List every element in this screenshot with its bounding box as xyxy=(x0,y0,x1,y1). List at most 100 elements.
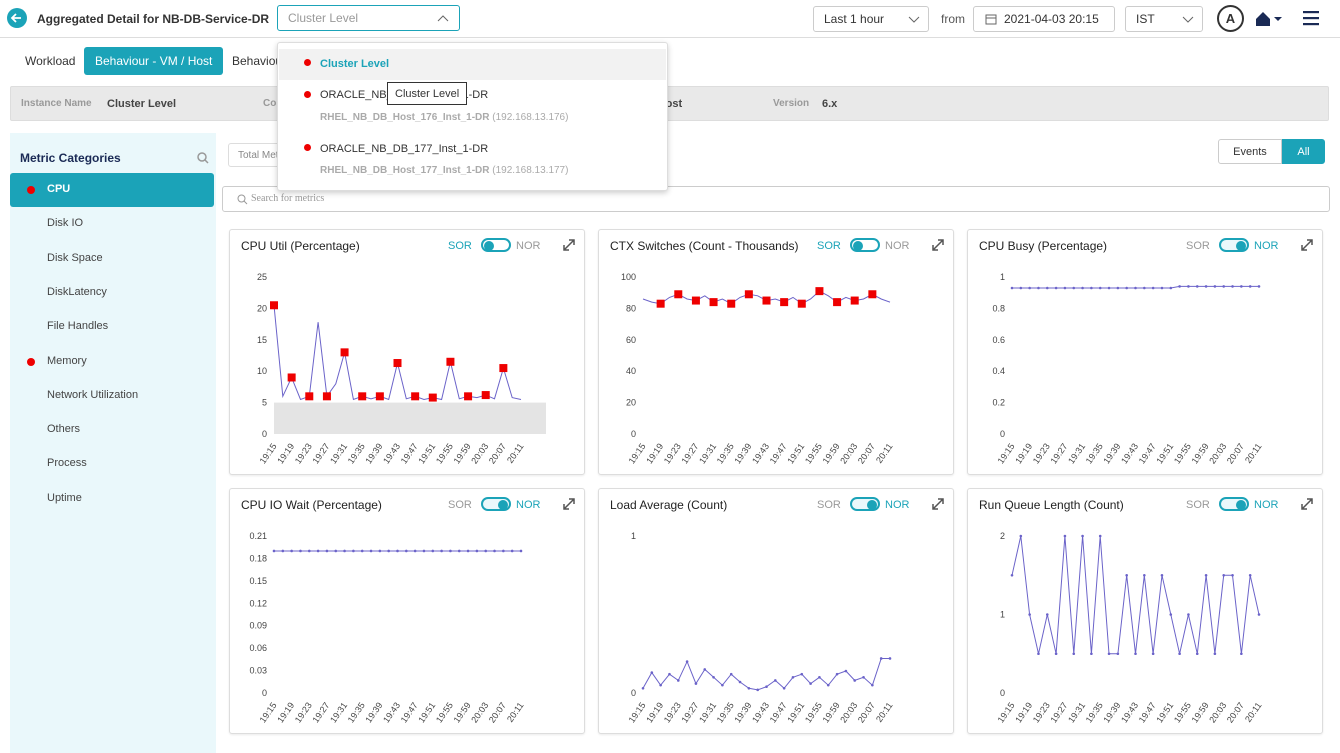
tooltip: Cluster Level xyxy=(387,82,468,105)
x-tick-label: 19:31 xyxy=(328,441,349,465)
y-tick-label: 0.18 xyxy=(249,553,267,563)
anomaly-marker xyxy=(464,392,473,401)
data-point xyxy=(774,679,777,682)
option-label[interactable]: Cluster Level xyxy=(320,58,390,70)
toggle-label[interactable]: NOR xyxy=(1254,240,1279,252)
toggle-label[interactable]: NOR xyxy=(885,499,910,511)
back-button[interactable] xyxy=(7,8,27,28)
toggle-label[interactable]: SOR xyxy=(817,240,841,252)
from-date[interactable]: 2021-04-03 20:15 xyxy=(973,6,1115,32)
y-tick-label: 0.4 xyxy=(992,366,1005,376)
anomaly-marker xyxy=(868,290,877,299)
chevron xyxy=(1182,16,1194,23)
metric-search[interactable]: Search for metrics xyxy=(222,186,1330,212)
search-icon[interactable] xyxy=(197,152,209,164)
avatar[interactable]: A xyxy=(1217,5,1244,32)
data-point xyxy=(290,549,293,553)
data-point xyxy=(1090,286,1093,290)
expand-icon[interactable] xyxy=(932,498,944,510)
anomaly-marker xyxy=(340,348,349,357)
alert-dot xyxy=(27,186,35,194)
data-point xyxy=(1187,613,1190,616)
instance-selector[interactable]: Cluster Level xyxy=(277,5,460,31)
toggle-label[interactable]: SOR xyxy=(1186,240,1210,252)
toggle-label[interactable]: SOR xyxy=(1186,499,1210,511)
data-point xyxy=(466,549,470,553)
toggle-label[interactable]: NOR xyxy=(885,240,910,252)
category[interactable]: Disk IO xyxy=(47,217,84,230)
time-range[interactable]: Last 1 hour xyxy=(813,6,929,32)
data-point xyxy=(316,549,320,553)
data-point xyxy=(422,549,426,553)
anomaly-marker xyxy=(322,392,331,401)
category-active[interactable]: CPU xyxy=(10,173,214,207)
data-point xyxy=(1098,534,1102,538)
y-tick-label: 60 xyxy=(626,335,636,345)
data-point xyxy=(844,669,848,673)
toggle-label[interactable]: SOR xyxy=(817,499,841,511)
toggle-label[interactable]: SOR xyxy=(448,240,472,252)
x-tick-label: 19:35 xyxy=(715,441,736,465)
toggle-label[interactable]: NOR xyxy=(516,240,541,252)
expand-icon[interactable] xyxy=(1301,239,1313,251)
toggle-label[interactable]: SOR xyxy=(448,499,472,511)
filter-button[interactable]: Events xyxy=(1218,139,1282,164)
data-point xyxy=(1169,613,1173,616)
x-tick-label: 20:07 xyxy=(856,700,877,724)
chart-plot: 02040608010019:1519:1919:2319:2719:3119:… xyxy=(621,272,895,466)
category[interactable]: DiskLatency xyxy=(47,285,107,298)
x-tick-label: 20:07 xyxy=(856,441,877,465)
data-point xyxy=(457,549,461,553)
category[interactable]: File Handles xyxy=(47,320,109,333)
option-label[interactable]: ORACLE_NB_DB_177_Inst_1-DR xyxy=(320,143,489,155)
threshold-band xyxy=(274,402,546,434)
x-tick-label: 20:03 xyxy=(469,441,490,465)
tab-active[interactable]: Behaviour - VM / Host xyxy=(84,47,223,75)
category[interactable]: Network Utilization xyxy=(47,388,139,401)
x-tick-label: 19:43 xyxy=(381,700,402,724)
toggle-label[interactable]: NOR xyxy=(516,499,541,511)
hamburger-menu[interactable] xyxy=(1303,10,1321,26)
y-tick-label: 0.09 xyxy=(249,621,267,631)
expand-arrow xyxy=(1301,239,1313,251)
expand-icon[interactable] xyxy=(932,239,944,251)
data-point xyxy=(493,549,496,553)
data-point xyxy=(405,549,408,553)
data-point xyxy=(1107,286,1111,290)
x-tick-label: 19:59 xyxy=(452,441,473,465)
x-tick-label: 19:35 xyxy=(346,441,367,465)
tab[interactable]: Behaviour xyxy=(232,54,287,68)
data-point xyxy=(1054,286,1058,290)
category[interactable]: Others xyxy=(47,423,81,436)
x-tick-label: 19:31 xyxy=(1066,441,1087,465)
calendar-icon xyxy=(985,14,997,25)
header xyxy=(0,0,1340,38)
anomaly-marker xyxy=(305,392,314,401)
expand-icon[interactable] xyxy=(1301,498,1313,510)
data-point xyxy=(1028,286,1031,290)
category[interactable]: Uptime xyxy=(47,491,82,504)
home-menu[interactable] xyxy=(1254,10,1286,28)
x-tick-label: 19:27 xyxy=(1048,700,1069,724)
x-tick-label: 19:23 xyxy=(662,441,683,465)
data-point xyxy=(1010,286,1014,290)
data-point xyxy=(703,668,707,671)
filter-button[interactable]: All xyxy=(1282,139,1325,164)
y-tick-label: 2 xyxy=(1000,531,1005,541)
category[interactable]: Process xyxy=(47,457,87,470)
x-tick-label: 19:47 xyxy=(399,700,420,724)
data-point xyxy=(1240,285,1243,288)
anomaly-marker xyxy=(358,392,367,401)
y-tick-label: 0 xyxy=(1000,688,1005,698)
data-point xyxy=(440,549,443,553)
toggle-label[interactable]: NOR xyxy=(1254,499,1279,511)
x-tick-label: 19:43 xyxy=(1119,700,1140,724)
category[interactable]: Disk Space xyxy=(47,251,103,264)
expand-icon[interactable] xyxy=(563,239,575,251)
data-point xyxy=(431,549,435,553)
timezone[interactable]: IST xyxy=(1125,6,1203,32)
expand-icon[interactable] xyxy=(563,498,575,510)
data-point xyxy=(1240,652,1243,656)
tab[interactable]: Workload xyxy=(25,54,76,68)
category[interactable]: Memory xyxy=(47,354,87,367)
